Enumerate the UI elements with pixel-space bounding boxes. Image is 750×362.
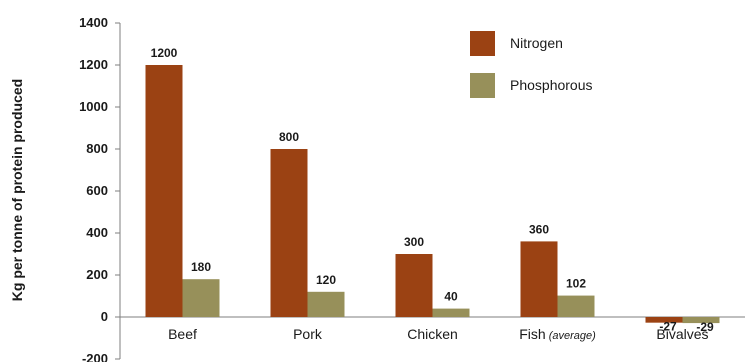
bar-phosphorous-fish: [557, 295, 595, 317]
category-note: (average): [546, 330, 596, 342]
bar-phosphorous-pork: [307, 291, 345, 317]
data-label: 360: [529, 222, 549, 236]
category-name: Chicken: [407, 326, 458, 342]
category-label: Fish (average): [519, 326, 596, 342]
y-axis-ticks: -200 0 200 400 600 800 1000 1200 1400: [79, 15, 120, 362]
category-name: Fish: [519, 326, 545, 342]
bar-nitrogen-fish: [520, 241, 558, 317]
data-label: 180: [191, 260, 211, 274]
y-tick-label: 1000: [79, 99, 108, 114]
category-name: Bivalves: [656, 326, 708, 342]
data-label: 300: [404, 235, 424, 249]
category-label: Chicken: [407, 326, 458, 342]
data-label: 1200: [151, 46, 178, 60]
bar-nitrogen-chicken: [395, 254, 433, 317]
legend: Nitrogen Phosphorous: [470, 31, 593, 98]
bar-phosphorous-bivalves: [682, 317, 720, 324]
bar-phosphorous-chicken: [432, 308, 470, 317]
bar-nitrogen-pork: [270, 149, 308, 317]
category-label: Beef: [168, 326, 197, 342]
y-tick-label: 1400: [79, 15, 108, 30]
bar-nitrogen-beef: [145, 65, 183, 317]
category-label: Bivalves: [656, 326, 708, 342]
bar-phosphorous-beef: [182, 279, 220, 317]
category-name: Pork: [293, 326, 323, 342]
y-tick-label: 1200: [79, 57, 108, 72]
y-tick-label: 600: [86, 183, 108, 198]
category-name: Beef: [168, 326, 197, 342]
bar-nitrogen-bivalves: [645, 317, 683, 323]
data-label: 102: [566, 277, 586, 291]
legend-label-nitrogen: Nitrogen: [510, 35, 563, 51]
data-label: 40: [444, 290, 458, 304]
legend-label-phosphorous: Phosphorous: [510, 77, 593, 93]
y-tick-label: 400: [86, 225, 108, 240]
data-label: -27: [659, 320, 677, 334]
data-label: -29: [696, 320, 714, 334]
y-tick-label: 800: [86, 141, 108, 156]
category-label: Pork: [293, 326, 323, 342]
data-label: 120: [316, 273, 336, 287]
legend-swatch-nitrogen: [470, 31, 495, 56]
y-tick-label: 200: [86, 267, 108, 282]
y-tick-label: -200: [82, 351, 108, 362]
y-tick-label: 0: [101, 309, 108, 324]
data-label: 800: [279, 130, 299, 144]
x-axis-categories: Beef Pork Chicken Fish (average) Bivalves: [168, 326, 708, 342]
legend-swatch-phosphorous: [470, 73, 495, 98]
y-axis-label: Kg per tonne of protein produced: [9, 79, 25, 301]
bars: 1200 180 800 120 300 40 360 102 -27 -29: [145, 46, 720, 334]
